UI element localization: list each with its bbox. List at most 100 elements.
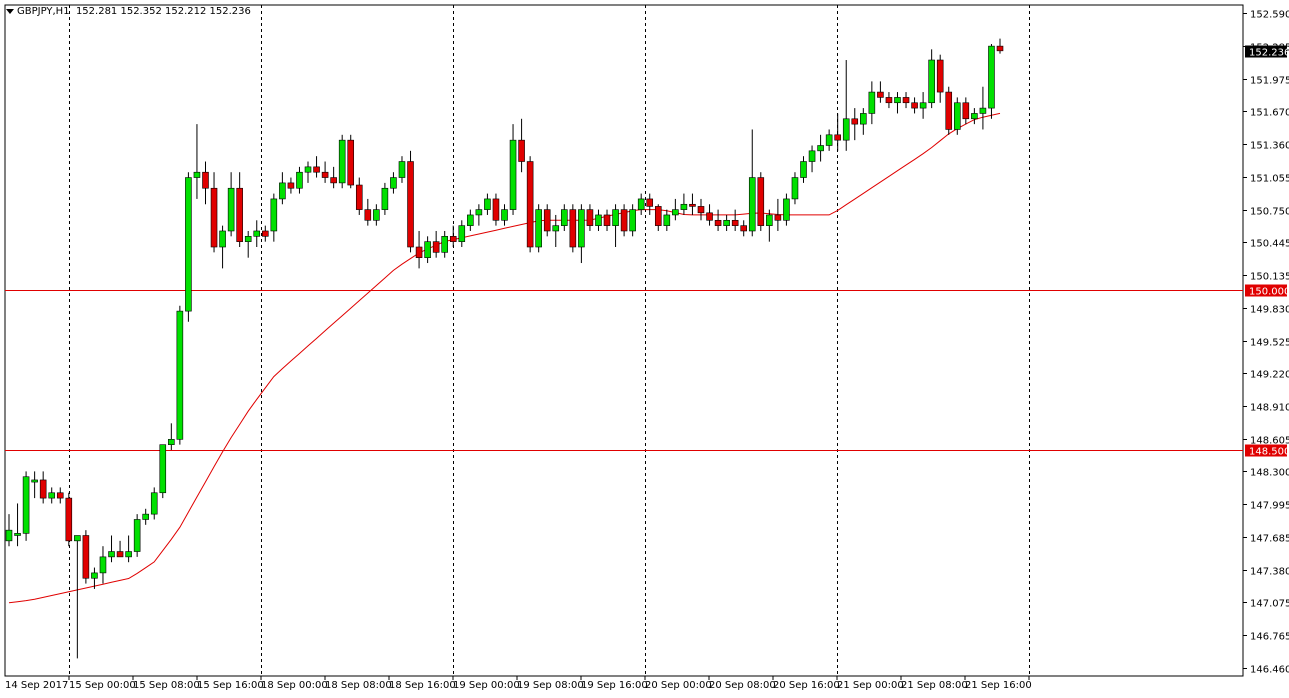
candle (928, 49, 935, 109)
candle (159, 444, 167, 499)
level-price-label: 148.500 (1249, 447, 1289, 458)
x-tick-label: 20 Sep 00:00 (645, 680, 712, 691)
bull-candle-body (390, 177, 397, 189)
bull-candle-body (825, 134, 833, 146)
x-tick-label: 20 Sep 08:00 (709, 680, 776, 691)
level-price-label: 150.000 (1249, 287, 1289, 298)
candle (637, 193, 645, 215)
candle (39, 471, 47, 504)
candle (116, 540, 124, 558)
candle (526, 156, 534, 253)
candle (748, 129, 756, 237)
bear-candle-body (236, 187, 243, 242)
bear-candle-body (962, 102, 970, 120)
y-tick-label: 151.975 (1250, 76, 1289, 87)
bull-candle-body (971, 113, 978, 120)
x-tick-label: 19 Sep 16:00 (581, 680, 648, 691)
bull-candle-body (672, 209, 679, 216)
candle (227, 172, 235, 237)
y-tick-label: 149.220 (1250, 370, 1289, 381)
bull-candle-body (612, 209, 619, 226)
bull-candle-body (509, 139, 517, 210)
bull-candle-body (663, 214, 671, 226)
candle (244, 230, 252, 258)
bear-candle-body (202, 171, 209, 189)
candle (936, 54, 944, 103)
y-tick-label: 152.590 (1250, 10, 1289, 21)
x-tick-label: 21 Sep 08:00 (901, 680, 968, 691)
candle (262, 225, 269, 242)
bull-candle-body (133, 519, 141, 552)
bull-candle-body (484, 198, 491, 210)
bull-candle-body (458, 225, 466, 242)
level-price-tag (1245, 284, 1287, 297)
candle (885, 92, 893, 109)
candle (757, 172, 765, 231)
bear-candle-body (646, 198, 654, 207)
bull-candle-body (467, 214, 474, 226)
bull-candle-body (817, 145, 824, 152)
candle (253, 220, 261, 248)
x-tick-label: 18 Sep 08:00 (325, 680, 392, 691)
bull-candle-body (14, 533, 21, 536)
bull-candle-body (748, 177, 756, 232)
x-tick-label: 20 Sep 16:00 (773, 680, 840, 691)
bull-candle-body (868, 91, 876, 114)
ohlc-readout: 152.281 152.352 152.212 152.236 (75, 6, 251, 17)
current-price-label: 152.236 (1249, 48, 1289, 59)
y-tick-label: 151.360 (1250, 141, 1289, 152)
bull-candle-body (193, 171, 201, 178)
bear-candle-body (432, 241, 440, 253)
candle (842, 60, 850, 151)
y-tick-label: 149.830 (1250, 305, 1289, 316)
bull-candle-body (791, 177, 799, 200)
bull-candle-body (381, 187, 389, 210)
bear-candle-body (620, 209, 628, 232)
bull-candle-body (680, 203, 688, 210)
y-tick-label: 147.685 (1250, 534, 1289, 545)
bear-candle-body (877, 91, 884, 98)
candle (492, 193, 500, 226)
candle (14, 503, 21, 547)
candle (578, 204, 585, 264)
bull-candle-body (501, 209, 508, 221)
candle (381, 182, 389, 215)
candle (142, 508, 149, 525)
candle (338, 134, 346, 189)
dropdown-arrow-icon[interactable] (6, 8, 14, 14)
bear-candle-body (518, 139, 525, 162)
candle (971, 108, 978, 125)
bear-candle-body (364, 209, 372, 221)
bull-candle-body (159, 444, 167, 494)
candle (612, 204, 619, 248)
bull-candle-body (637, 198, 645, 210)
x-tick-label: 14 Sep 2017 (5, 680, 68, 691)
candle (697, 198, 705, 221)
bull-candle-body (783, 198, 790, 221)
bull-candle-body (629, 209, 636, 232)
candle (82, 530, 90, 584)
candle (731, 209, 739, 231)
candle (620, 204, 628, 237)
candle (919, 92, 927, 119)
candle (501, 204, 508, 226)
x-tick-label: 18 Sep 00:00 (261, 680, 328, 691)
candle (287, 177, 295, 194)
candle (99, 546, 107, 584)
candle (364, 198, 372, 226)
candle (663, 209, 671, 231)
y-tick-label: 150.135 (1250, 272, 1289, 283)
x-tick-label: 21 Sep 00:00 (837, 680, 904, 691)
candle (680, 193, 688, 215)
bull-candle-body (398, 161, 406, 178)
candle (467, 209, 474, 231)
bear-candle-body (347, 139, 355, 186)
bull-candle-body (723, 219, 730, 226)
candle (945, 86, 953, 135)
candle (877, 81, 884, 103)
candle (860, 108, 867, 135)
candle (962, 97, 970, 125)
bull-candle-body (296, 171, 303, 189)
